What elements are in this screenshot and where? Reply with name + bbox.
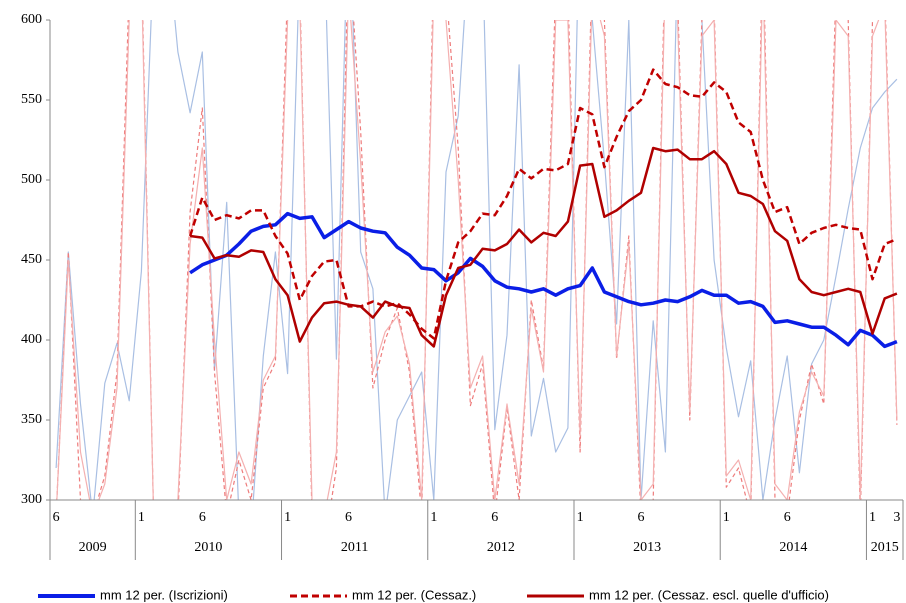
plot-area: [55, 20, 898, 500]
x-tick-label: 6: [638, 510, 645, 525]
y-tick-label: 300: [21, 492, 42, 507]
x-tick-label: 1: [430, 510, 437, 525]
series-line: [188, 68, 898, 340]
series-line: [189, 146, 898, 348]
legend-label: mm 12 per. (Iscrizioni): [100, 587, 228, 602]
y-tick-label: 600: [21, 12, 42, 27]
x-group-label: 2010: [194, 540, 222, 555]
x-tick-label: 1: [723, 510, 730, 525]
legend-label: mm 12 per. (Cessaz. escl. quelle d'uffic…: [589, 587, 829, 602]
y-tick-label: 350: [21, 412, 42, 427]
legend-label: mm 12 per. (Cessaz.): [352, 587, 476, 602]
x-tick-label: 3: [893, 510, 900, 525]
x-group-label: 2011: [341, 540, 368, 555]
y-tick-label: 550: [21, 92, 42, 107]
raw-line: [56, 20, 898, 500]
raw-line: [55, 20, 898, 500]
x-group-label: 2009: [79, 540, 107, 555]
x-tick-label: 1: [284, 510, 291, 525]
series-line: [189, 211, 898, 349]
x-tick-label: 1: [869, 510, 876, 525]
y-tick-label: 500: [21, 172, 42, 187]
x-tick-label: 6: [784, 510, 791, 525]
x-tick-label: 6: [199, 510, 206, 525]
x-tick-label: 1: [138, 510, 145, 525]
y-tick-label: 450: [21, 252, 42, 267]
x-tick-label: 6: [491, 510, 498, 525]
x-tick-label: 6: [345, 510, 352, 525]
raw-line: [56, 20, 898, 500]
x-tick-label: 1: [577, 510, 584, 525]
y-tick-label: 400: [21, 332, 42, 347]
x-tick-label: 6: [53, 510, 60, 525]
x-group-label: 2013: [633, 540, 661, 555]
legend: mm 12 per. (Iscrizioni) mm 12 per. (Cessa…: [38, 587, 829, 602]
x-group-label: 2012: [487, 540, 515, 555]
x-group-label: 2015: [871, 540, 899, 555]
x-group-label: 2014: [779, 540, 807, 555]
